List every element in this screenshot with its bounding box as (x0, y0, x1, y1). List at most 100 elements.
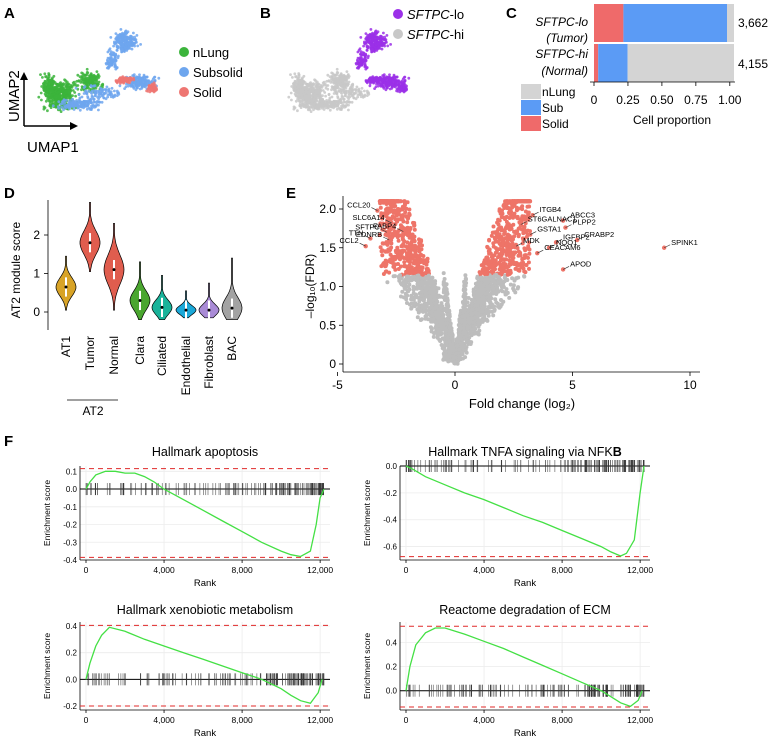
bars-c (594, 4, 734, 82)
umap-point (132, 73, 136, 77)
umap-point (51, 104, 55, 108)
umap-point (297, 72, 301, 75)
umap-point (103, 92, 106, 96)
umap-point (345, 77, 348, 81)
umap-point (359, 90, 363, 94)
umap-point (372, 81, 375, 85)
bar-c-segment (594, 4, 624, 42)
umap-point (138, 73, 141, 77)
umap-point (298, 89, 302, 93)
umap-point (322, 80, 326, 84)
umap-point (143, 76, 147, 79)
umap-point (66, 87, 70, 91)
umap-point (73, 91, 77, 94)
umap-point (374, 30, 377, 33)
umap-point (385, 34, 389, 37)
violin-label-ciliated: Ciliated (155, 336, 169, 376)
umap-point (105, 85, 109, 89)
ticks-c: 0 0.25 0.50 0.75 1.00 (591, 82, 742, 107)
umap-point (378, 78, 382, 82)
umap-point (398, 84, 401, 87)
umap-point (395, 89, 398, 93)
umap-point (71, 84, 74, 87)
umap-point (50, 101, 54, 105)
umap-point (358, 62, 362, 66)
umap-point (294, 90, 298, 94)
umap-point (366, 38, 369, 42)
umap-point (110, 57, 114, 60)
tick-label-c: 0.25 (616, 93, 640, 107)
umap-point (402, 85, 406, 89)
violin-label-clara: Clara (133, 336, 147, 365)
umap-point (90, 85, 93, 88)
umap-point (317, 104, 321, 108)
umap-point (335, 71, 339, 74)
umap-point (115, 48, 119, 52)
umap-point (336, 95, 340, 98)
umap-point (300, 96, 304, 99)
umap-point (327, 93, 331, 96)
umap-point (129, 43, 133, 47)
umap-point (44, 80, 47, 83)
umap-point (80, 71, 84, 75)
umap-point (378, 37, 382, 41)
umap-point (407, 76, 411, 80)
umap-point (383, 80, 386, 84)
volcano-point (415, 315, 420, 320)
umap-point (84, 77, 88, 80)
umap-point (141, 82, 145, 86)
umap-point (321, 104, 325, 107)
umap-point (150, 88, 154, 92)
umap-point (106, 50, 110, 54)
umap-point (315, 98, 318, 102)
umap-point (72, 108, 76, 111)
umap-point (80, 78, 83, 82)
umap-point (345, 70, 349, 73)
umap-point (138, 75, 142, 79)
umap-point (308, 94, 312, 97)
umap-point (86, 102, 90, 106)
umap-point (304, 98, 308, 101)
umap-point (291, 76, 294, 79)
umap-point (359, 52, 363, 56)
volcano-point-sig (383, 249, 388, 254)
volcano-point (441, 271, 446, 276)
tick-label-c: 0.50 (650, 93, 674, 107)
legend-c-nlung-swatch (521, 84, 541, 99)
volcano-point (463, 273, 468, 278)
umap-point (63, 105, 66, 109)
volcano-point (482, 313, 486, 318)
umap-point (59, 81, 62, 85)
umap-point (157, 76, 161, 80)
umap-point (386, 44, 390, 48)
umap-point (97, 108, 100, 112)
umap-point (296, 109, 299, 113)
umap-point (123, 38, 127, 42)
umap-point (311, 102, 314, 106)
umap-point (381, 37, 385, 41)
tick-label-c: 1.00 (718, 93, 742, 107)
panel-letter-b: B (260, 5, 271, 22)
umap-point (354, 88, 358, 92)
legend-b-lo-label: SFTPC-lo (407, 7, 464, 22)
umap-point (301, 104, 305, 108)
tick-label-d: 2 (33, 228, 40, 242)
umap-point (293, 72, 297, 76)
violin-median (207, 308, 211, 312)
umap-point (370, 38, 374, 41)
violin-label-bac: BAC (225, 336, 239, 361)
umap-point (356, 50, 360, 54)
umap-point (330, 71, 334, 75)
umap-point (116, 33, 120, 37)
volcano-point-sig (421, 258, 426, 263)
umap-point (314, 89, 318, 92)
umap-point (385, 84, 388, 88)
panel-letter-f: F (4, 433, 13, 450)
violin-label-endothelial: Endothelial (179, 336, 193, 395)
umap-point (366, 45, 370, 49)
volcano-point-sig (487, 238, 492, 243)
umap-point (388, 78, 392, 82)
umap-point (297, 75, 301, 79)
violin-median (112, 268, 116, 272)
